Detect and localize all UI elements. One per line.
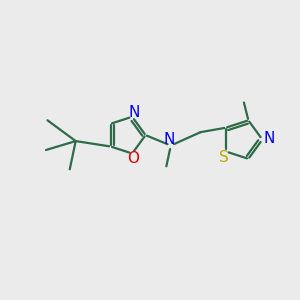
Text: O: O [127,152,139,166]
Text: N: N [128,105,140,120]
Text: N: N [263,130,275,146]
Text: N: N [164,132,175,147]
Text: S: S [219,150,229,165]
